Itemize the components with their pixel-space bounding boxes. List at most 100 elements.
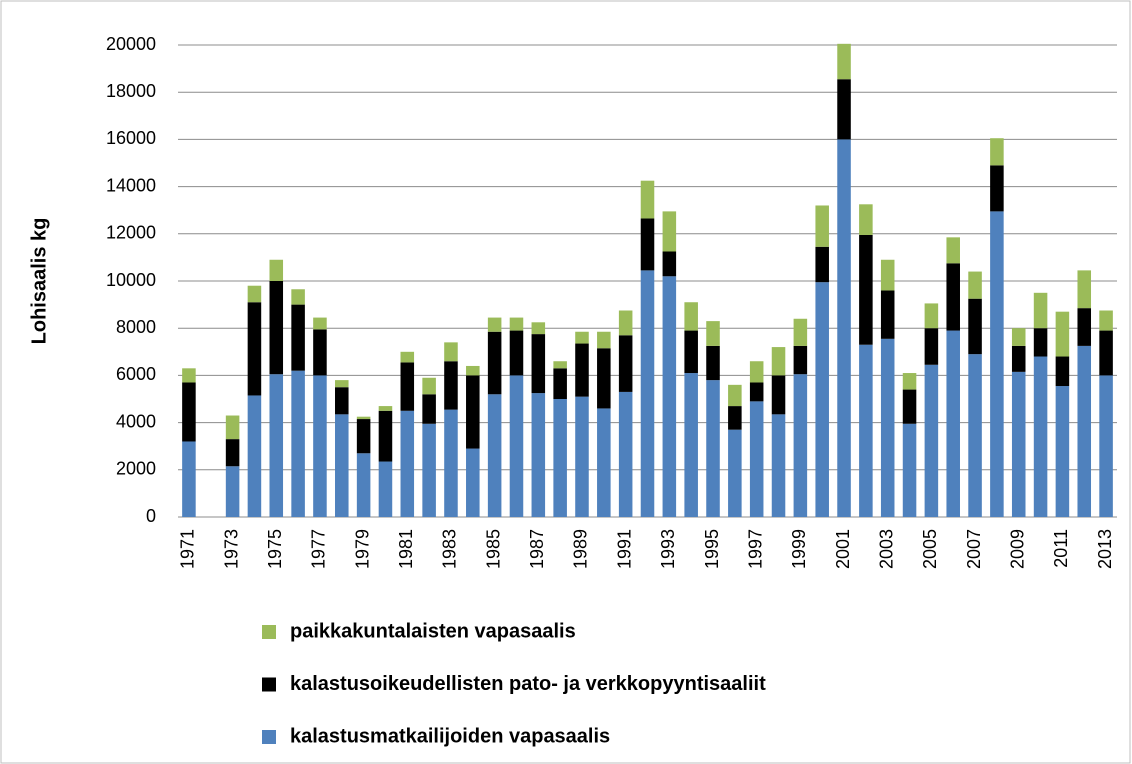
bar-segment: [575, 331, 589, 344]
bar-segment: [968, 271, 982, 299]
bar-segment: [509, 375, 524, 517]
bar-segment: [924, 364, 939, 517]
y-tick-label: 2000: [116, 459, 156, 479]
bar-segment: [662, 251, 677, 277]
y-tick-label: 10000: [106, 270, 156, 290]
bar-segment: [313, 329, 327, 376]
bar-segment: [990, 165, 1004, 212]
legend-label: kalastusoikeudellisten pato- ja verkkopy…: [290, 673, 766, 695]
bar-segment: [356, 453, 371, 517]
bar-segment: [946, 330, 960, 517]
bar-segment: [400, 410, 415, 517]
bar-segment: [291, 370, 305, 517]
bar-segment: [902, 373, 917, 390]
bar-segment: [466, 448, 480, 517]
bar-segment: [902, 389, 917, 424]
bar-segment: [487, 331, 502, 395]
bar-segment: [597, 348, 611, 409]
bar-segment: [1055, 356, 1070, 387]
legend-swatch: [262, 625, 276, 639]
bar-segment: [225, 439, 240, 467]
bar-segment: [749, 401, 764, 517]
bar-segment: [356, 419, 371, 454]
bar-segment: [553, 399, 567, 517]
y-tick-label: 20000: [106, 34, 156, 54]
bar-segment: [990, 138, 1004, 166]
bar-segment: [335, 380, 349, 388]
bar-segment: [531, 393, 546, 517]
x-tick-label: 2003: [876, 529, 896, 569]
bar-segment: [444, 361, 458, 410]
bar-segment: [182, 382, 196, 442]
bar-segment: [815, 282, 829, 517]
y-tick-label: 12000: [106, 223, 156, 243]
bar-segment: [771, 347, 786, 376]
x-tick-label: 1999: [789, 529, 809, 569]
bar-segment: [1077, 270, 1092, 309]
bar-segment: [706, 380, 720, 517]
bar-segment: [684, 373, 698, 517]
x-tick-label: 1997: [745, 529, 765, 569]
bar-segment: [400, 362, 415, 411]
bar-segment: [247, 395, 262, 517]
bar-segment: [684, 330, 698, 374]
bar-segment: [968, 354, 982, 517]
bar-segment: [225, 415, 240, 440]
x-tick-label: 1995: [702, 529, 722, 569]
bar-segment: [859, 234, 873, 345]
bar-segment: [531, 334, 546, 394]
bar-segment: [1077, 308, 1092, 346]
bar-segment: [880, 290, 895, 339]
legend-label: kalastusmatkailijoiden vapasaalis: [290, 725, 610, 747]
y-axis-title: Lohisaalis kg: [28, 218, 50, 345]
bar-segment: [1033, 328, 1048, 357]
bar-segment: [684, 302, 698, 331]
bar-segment: [946, 237, 960, 264]
bar-segment: [640, 180, 655, 219]
y-tick-label: 8000: [116, 317, 156, 337]
x-tick-label: 2007: [964, 529, 984, 569]
bar-segment: [182, 441, 196, 517]
bar-segment: [924, 328, 939, 365]
bar-segment: [968, 298, 982, 355]
x-tick-label: 2009: [1007, 529, 1027, 569]
bar-segment: [749, 382, 764, 402]
x-tick-label: 1973: [221, 529, 241, 569]
bar-segment: [859, 204, 873, 235]
legend-label: paikkakuntalaisten vapasaalis: [290, 620, 576, 642]
bar-segment: [618, 335, 633, 392]
bar-segment: [924, 303, 939, 329]
x-tick-label: 1977: [309, 529, 329, 569]
bar-segment: [859, 344, 873, 517]
bar-segment: [269, 374, 284, 517]
bar-segment: [1011, 328, 1026, 346]
bar-segment: [444, 342, 458, 362]
y-tick-label: 0: [146, 506, 156, 526]
bar-segment: [356, 416, 371, 420]
bar-segment: [575, 343, 589, 397]
bar-segment: [618, 310, 633, 336]
bar-segment: [902, 423, 917, 517]
y-tick-label: 16000: [106, 128, 156, 148]
bar-segment: [837, 79, 851, 140]
bar-segment: [313, 317, 327, 330]
x-tick-label: 1991: [614, 529, 634, 569]
bar-segment: [749, 361, 764, 383]
bar-segment: [1011, 345, 1026, 372]
bar-segment: [182, 368, 196, 383]
bar-segment: [487, 317, 502, 332]
bar-segment: [378, 410, 393, 462]
bar-segment: [575, 396, 589, 517]
x-tick-label: 2005: [920, 529, 940, 569]
bar-segment: [771, 375, 786, 415]
bar-segment: [335, 387, 349, 415]
bar-segment: [378, 406, 393, 411]
bar-segment: [269, 281, 284, 375]
bar-segment: [487, 394, 502, 517]
bar-segment: [728, 406, 742, 430]
bar-segment: [1055, 386, 1070, 517]
bar-segment: [291, 304, 305, 371]
x-tick-label: 1979: [352, 529, 372, 569]
bar-segment: [422, 394, 436, 424]
x-tick-label: 2001: [833, 529, 853, 569]
